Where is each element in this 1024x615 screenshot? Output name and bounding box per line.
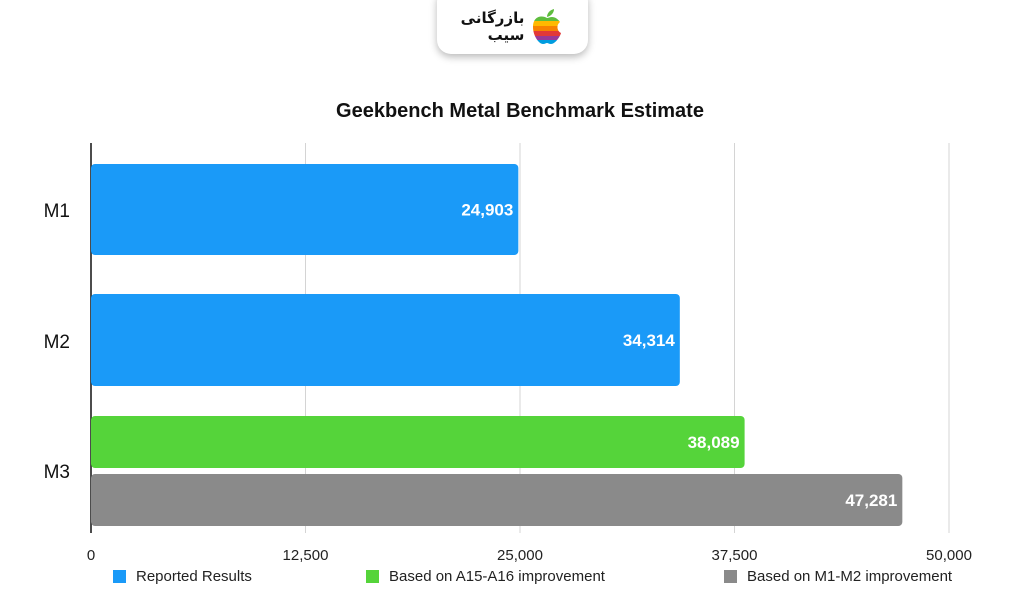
brand-logo: بازرگانی سیب [437, 0, 588, 54]
category-label: M1 [44, 201, 70, 222]
bar-value-label: 47,281 [845, 491, 897, 510]
category-label: M3 [44, 462, 70, 483]
category-label: M2 [44, 332, 70, 353]
brand-name-line1: بازرگانی [460, 9, 525, 27]
legend-swatch-m1-m2 [724, 569, 737, 583]
bar [91, 294, 680, 386]
bar [91, 474, 903, 526]
legend-item-a15-a16: Based on A15-A16 improvement [366, 566, 605, 586]
legend-item-reported: Reported Results [113, 566, 252, 586]
bar-value-label: 24,903 [461, 201, 513, 220]
brand-name: بازرگانی سیب [461, 10, 525, 44]
bar-value-label: 34,314 [623, 331, 676, 350]
legend-swatch-reported [113, 569, 126, 583]
bar [91, 164, 519, 255]
x-tick-label: 37,500 [712, 547, 758, 564]
legend-item-m1-m2: Based on M1-M2 improvement [724, 566, 952, 586]
bar [91, 416, 745, 468]
legend-swatch-a15-a16 [366, 569, 379, 583]
rainbow-apple-icon [533, 9, 562, 45]
x-tick-label: 50,000 [926, 547, 972, 564]
brand-name-line2: سیب [487, 26, 525, 44]
legend-label-m1-m2: Based on M1-M2 improvement [747, 567, 953, 585]
legend-label-a15-a16: Based on A15-A16 improvement [389, 567, 605, 585]
x-tick-label: 25,000 [497, 547, 543, 564]
chart-title: Geekbench Metal Benchmark Estimate [336, 100, 704, 122]
x-tick-label: 12,500 [283, 547, 329, 564]
bar-value-label: 38,089 [688, 433, 740, 452]
legend-label-reported: Reported Results [136, 567, 252, 585]
x-tick-label: 0 [87, 547, 95, 564]
